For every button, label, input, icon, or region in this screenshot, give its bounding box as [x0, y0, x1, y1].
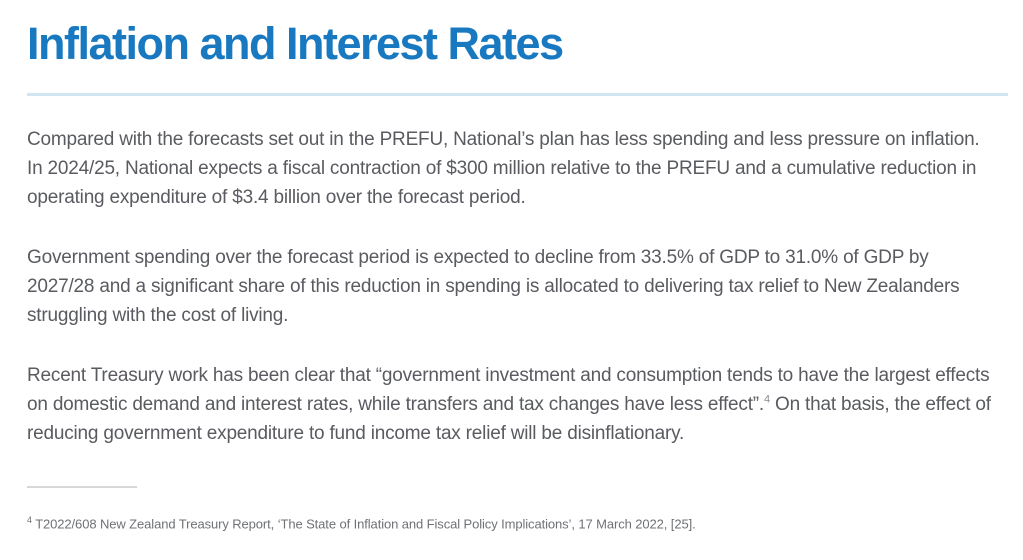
- paragraph-fiscal-contraction: Compared with the forecasts set out in t…: [27, 129, 980, 209]
- footnote: 4 T2022/608 New Zealand Treasury Report,…: [27, 511, 1007, 533]
- heading-divider: [27, 93, 1008, 97]
- footnote-separator: [27, 486, 137, 489]
- footnote-marker: 4: [27, 515, 32, 526]
- footnote-text: T2022/608 New Zealand Treasury Report, ‘…: [35, 516, 696, 532]
- paragraph-gdp-spending: Government spending over the forecast pe…: [27, 247, 960, 327]
- page-title: Inflation and Interest Rates: [27, 18, 564, 69]
- paragraph-treasury-conclusion-text: On that basis, the effect of reducing go…: [27, 394, 991, 445]
- body-copy: Compared with the forecasts set out in t…: [27, 125, 995, 448]
- footnote-reference-marker: 4: [764, 393, 770, 406]
- paragraph-treasury-quote-text: Recent Treasury work has been clear that…: [27, 365, 990, 416]
- paragraph-treasury-quote: Recent Treasury work has been clear that…: [27, 361, 995, 448]
